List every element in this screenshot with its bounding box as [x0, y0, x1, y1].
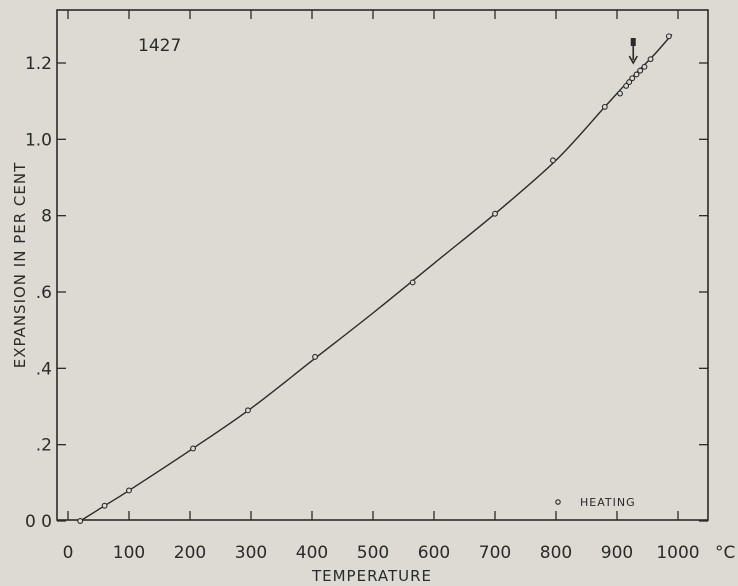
y-tick-label: 1.0 — [25, 130, 52, 150]
arrow-head-block — [630, 38, 636, 46]
data-point — [629, 75, 636, 82]
data-point — [245, 407, 251, 414]
data-point — [641, 63, 648, 70]
x-tick-label: 200 — [174, 543, 206, 563]
x-tick-label: 700 — [479, 543, 511, 563]
axis-ticks — [57, 10, 708, 522]
y-tick-label: 1.2 — [25, 54, 52, 74]
data-point — [665, 33, 672, 40]
y-tick-label: .4 — [36, 359, 52, 379]
x-tick-label: 1000 — [656, 543, 699, 563]
data-point — [617, 90, 623, 97]
legend: HEATING — [555, 496, 636, 509]
data-point — [77, 518, 84, 524]
x-tick-label: 900 — [601, 543, 633, 563]
x-axis-title: TEMPERATURE — [311, 567, 432, 585]
data-point — [101, 502, 108, 509]
x-tick-label: 400 — [296, 543, 328, 563]
data-point — [190, 445, 197, 452]
x-tick-label: 0 — [63, 543, 74, 563]
legend-marker — [555, 499, 561, 505]
data-point — [623, 82, 630, 89]
transition-arrow-icon — [628, 38, 638, 65]
y-tick-label: .6 — [36, 283, 52, 303]
y-tick-labels: 0 0 .2 .4 .6 8 1.0 1.2 — [25, 54, 52, 532]
x-tick-label: 600 — [418, 543, 450, 563]
specimen-number: 1427 — [138, 36, 181, 56]
heating-points — [77, 33, 672, 524]
data-point — [492, 210, 498, 217]
y-tick-label: 0 0 — [25, 512, 52, 532]
data-point — [637, 67, 644, 74]
x-tick-label: 800 — [540, 543, 572, 563]
data-point — [601, 103, 608, 110]
x-tick-label: 300 — [235, 543, 267, 563]
data-point — [626, 79, 633, 86]
data-point — [633, 71, 640, 78]
data-point — [409, 279, 416, 286]
arrow-head — [628, 55, 638, 65]
data-point — [312, 353, 318, 360]
x-unit-label: °C — [715, 543, 735, 563]
x-tick-labels: 0 100 200 300 400 500 600 700 800 900 1000 — [63, 543, 700, 563]
data-point — [549, 157, 556, 164]
data-point — [126, 487, 132, 494]
y-tick-label: 8 — [41, 207, 52, 227]
y-axis-title: EXPANSION IN PER CENT — [11, 162, 29, 369]
plot-frame — [56, 9, 709, 521]
data-point — [647, 56, 654, 63]
x-tick-label: 500 — [357, 543, 389, 563]
y-tick-label: .2 — [36, 436, 52, 456]
expansion-curve — [79, 33, 673, 522]
legend-label: HEATING — [580, 496, 636, 509]
x-tick-label: 100 — [113, 543, 145, 563]
